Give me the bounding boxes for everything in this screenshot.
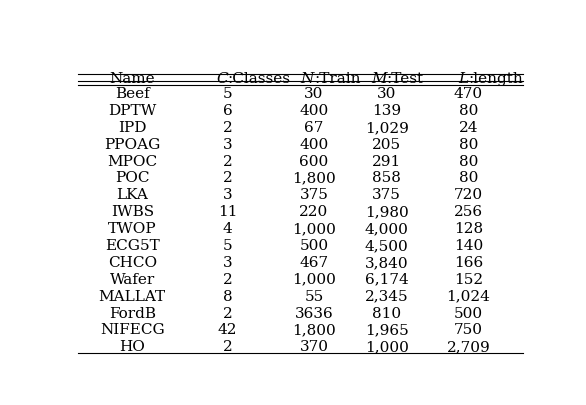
Text: 3: 3 (223, 137, 233, 151)
Text: 2: 2 (223, 121, 233, 134)
Text: 1,029: 1,029 (364, 121, 408, 134)
Text: MPOC: MPOC (107, 154, 158, 168)
Text: 2: 2 (223, 171, 233, 185)
Text: 205: 205 (372, 137, 401, 151)
Text: 2: 2 (223, 272, 233, 286)
Text: Beef: Beef (115, 87, 149, 101)
Text: 2: 2 (223, 306, 233, 320)
Text: 2,709: 2,709 (447, 339, 490, 354)
Text: POC: POC (115, 171, 149, 185)
Text: 256: 256 (454, 205, 483, 219)
Text: DPTW: DPTW (108, 104, 156, 117)
Text: 220: 220 (299, 205, 329, 219)
Text: 720: 720 (454, 188, 483, 202)
Text: HO: HO (120, 339, 145, 354)
Text: 30: 30 (304, 87, 323, 101)
Text: 166: 166 (454, 255, 483, 269)
Text: 400: 400 (299, 137, 329, 151)
Text: 80: 80 (459, 137, 478, 151)
Text: 6: 6 (223, 104, 233, 117)
Text: TWOP: TWOP (108, 222, 156, 236)
Text: 4,000: 4,000 (364, 222, 408, 236)
Text: :length: :length (468, 72, 523, 85)
Text: 1,000: 1,000 (292, 272, 336, 286)
Text: 1,980: 1,980 (364, 205, 408, 219)
Text: L: L (458, 72, 468, 85)
Text: 24: 24 (459, 121, 478, 134)
Text: ECG5T: ECG5T (105, 239, 159, 252)
Text: 55: 55 (304, 289, 323, 303)
Text: NIFECG: NIFECG (100, 323, 165, 337)
Text: :Train: :Train (314, 72, 360, 85)
Text: 6,174: 6,174 (364, 272, 408, 286)
Text: 400: 400 (299, 104, 329, 117)
Text: 810: 810 (372, 306, 401, 320)
Text: 128: 128 (454, 222, 483, 236)
Text: 3,840: 3,840 (365, 255, 408, 269)
Text: 5: 5 (223, 87, 233, 101)
Text: 1,024: 1,024 (447, 289, 490, 303)
Text: 375: 375 (299, 188, 328, 202)
Text: 370: 370 (299, 339, 328, 354)
Text: 30: 30 (377, 87, 396, 101)
Text: 4: 4 (223, 222, 233, 236)
Text: 8: 8 (223, 289, 233, 303)
Text: 140: 140 (454, 239, 483, 252)
Text: 80: 80 (459, 171, 478, 185)
Text: 500: 500 (454, 306, 483, 320)
Text: 11: 11 (218, 205, 237, 219)
Text: 139: 139 (372, 104, 401, 117)
Text: 3: 3 (223, 255, 233, 269)
Text: IPD: IPD (118, 121, 146, 134)
Text: 1,000: 1,000 (292, 222, 336, 236)
Text: 750: 750 (454, 323, 483, 337)
Text: N: N (301, 72, 314, 85)
Text: 500: 500 (299, 239, 329, 252)
Text: 42: 42 (218, 323, 237, 337)
Text: M: M (371, 72, 387, 85)
Text: 80: 80 (459, 154, 478, 168)
Text: 3: 3 (223, 188, 233, 202)
Text: 291: 291 (372, 154, 401, 168)
Text: 3636: 3636 (295, 306, 333, 320)
Text: 858: 858 (372, 171, 401, 185)
Text: 1,000: 1,000 (364, 339, 408, 354)
Text: MALLAT: MALLAT (98, 289, 166, 303)
Text: 600: 600 (299, 154, 329, 168)
Text: 2,345: 2,345 (365, 289, 408, 303)
Text: 80: 80 (459, 104, 478, 117)
Text: C: C (216, 72, 227, 85)
Text: 67: 67 (304, 121, 323, 134)
Text: PPOAG: PPOAG (104, 137, 161, 151)
Text: 2: 2 (223, 154, 233, 168)
Text: 1,965: 1,965 (364, 323, 408, 337)
Text: :Test: :Test (387, 72, 424, 85)
Text: Name: Name (110, 72, 155, 85)
Text: 467: 467 (299, 255, 329, 269)
Text: LKA: LKA (117, 188, 148, 202)
Text: 470: 470 (454, 87, 483, 101)
Text: 1,800: 1,800 (292, 323, 336, 337)
Text: :Classes: :Classes (227, 72, 291, 85)
Text: 1,800: 1,800 (292, 171, 336, 185)
Text: CHCO: CHCO (108, 255, 157, 269)
Text: 152: 152 (454, 272, 483, 286)
Text: 4,500: 4,500 (364, 239, 408, 252)
Text: FordB: FordB (109, 306, 156, 320)
Text: 375: 375 (372, 188, 401, 202)
Text: 2: 2 (223, 339, 233, 354)
Text: IWBS: IWBS (111, 205, 154, 219)
Text: Wafer: Wafer (110, 272, 155, 286)
Text: 5: 5 (223, 239, 233, 252)
